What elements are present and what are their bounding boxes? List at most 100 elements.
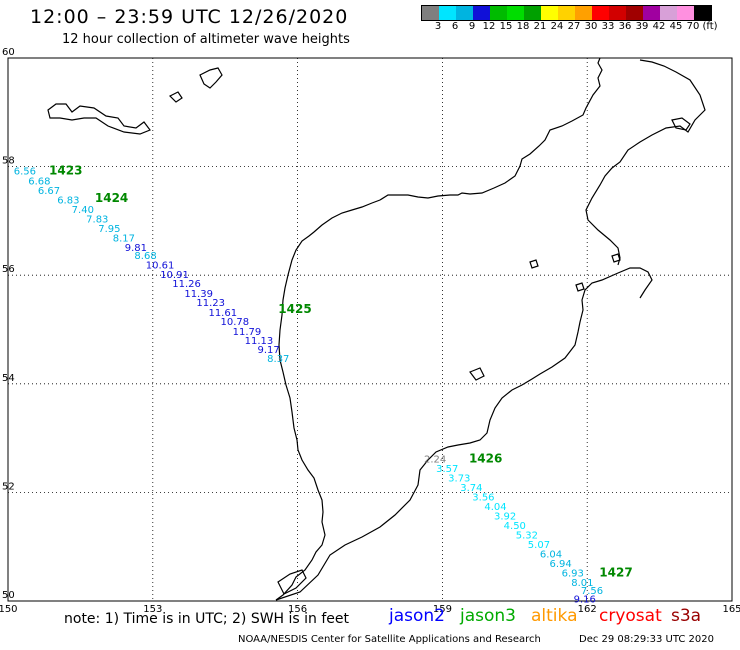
scale-swatch xyxy=(422,6,439,20)
lon-tick-label: 153 xyxy=(143,604,162,615)
island-northeast xyxy=(671,117,691,131)
mission-jason3: jason3 xyxy=(460,606,516,626)
wave-height-label: 3.74 xyxy=(460,483,482,494)
wave-height-label: 8.68 xyxy=(134,251,156,262)
kamchatka-northeast-coast xyxy=(585,59,706,266)
scale-swatch xyxy=(575,6,592,20)
lat-tick-label: 50 xyxy=(2,590,15,601)
page-subtitle: 12 hour collection of altimeter wave hei… xyxy=(62,32,350,47)
scale-swatch xyxy=(592,6,609,20)
scale-label: 39 xyxy=(635,21,649,32)
wave-height-label: 2.24 xyxy=(424,455,446,466)
scale-swatch xyxy=(643,6,660,20)
mission-s3a: s3a xyxy=(671,606,702,626)
scale-swatch xyxy=(660,6,677,20)
wave-height-label: 4.50 xyxy=(504,521,526,532)
wave-height-label: 8.01 xyxy=(571,578,593,589)
wave-height-label: 9.81 xyxy=(125,243,147,254)
wave-height-label: 6.93 xyxy=(562,569,584,580)
scale-label: 33 xyxy=(601,21,615,32)
wave-height-label: 11.26 xyxy=(172,279,201,290)
island-east-small-1 xyxy=(529,259,539,269)
wave-height-label: 11.13 xyxy=(245,336,274,347)
scale-label: 70 xyxy=(686,21,700,32)
wave-height-label: 3.73 xyxy=(448,474,470,485)
scale-swatch xyxy=(694,6,711,20)
lon-tick-label: 150 xyxy=(0,604,18,615)
scale-swatch xyxy=(626,6,643,20)
island-east-coast-1 xyxy=(469,367,485,381)
wave-height-label: 11.23 xyxy=(196,298,225,309)
track-id-label: 1423 xyxy=(49,164,82,178)
scale-swatch xyxy=(473,6,490,20)
scale-label: 15 xyxy=(499,21,513,32)
island-east-small-2 xyxy=(611,253,621,263)
wave-height-label: 7.95 xyxy=(98,224,120,235)
wave-height-label: 5.07 xyxy=(528,540,550,551)
wave-height-label: 4.04 xyxy=(484,502,506,513)
scale-label: 9 xyxy=(468,21,476,32)
island-southwest xyxy=(277,569,307,595)
scale-label: 24 xyxy=(550,21,564,32)
kamchatka-east-coast xyxy=(275,267,653,601)
mission-cryosat: cryosat xyxy=(599,606,662,626)
track-id-label: 1427 xyxy=(599,566,632,580)
track-id-label: 1424 xyxy=(95,191,128,205)
scale-label: 18 xyxy=(516,21,530,32)
scale-label: 30 xyxy=(584,21,598,32)
scale-label: 42 xyxy=(652,21,666,32)
lon-tick-label: 156 xyxy=(288,604,307,615)
lat-tick-label: 54 xyxy=(2,373,15,384)
wave-height-label: 10.61 xyxy=(146,261,175,272)
scale-swatch xyxy=(677,6,694,20)
scale-label: 21 xyxy=(533,21,547,32)
wave-height-label: 11.39 xyxy=(184,289,213,300)
wave-height-label: 3.56 xyxy=(472,493,494,504)
wave-height-scale-labels: 3 6 9 12 15 18 21 24 27 30 33 36 39 42 45 70 (ft) xyxy=(421,21,740,35)
lat-tick-label: 56 xyxy=(2,264,15,275)
observation-labels: 6.566.686.676.837.407.837.958.179.818.68… xyxy=(14,167,603,606)
scale-swatch xyxy=(558,6,575,20)
scale-swatch xyxy=(609,6,626,20)
wave-height-label: 7.83 xyxy=(86,215,108,226)
scale-label: 6 xyxy=(451,21,459,32)
wave-height-label: 3.57 xyxy=(436,464,458,475)
scale-label: 36 xyxy=(618,21,632,32)
scale-swatch xyxy=(524,6,541,20)
wave-height-label: 5.32 xyxy=(516,531,538,542)
page-title: 12:00 – 23:59 UTC 12/26/2020 xyxy=(30,6,349,28)
scale-label: 45 xyxy=(669,21,683,32)
scale-label: (ft) xyxy=(702,21,718,32)
wave-height-label: 8.17 xyxy=(113,234,135,245)
wave-height-label: 8.37 xyxy=(267,354,289,365)
wave-height-label: 7.56 xyxy=(581,586,603,597)
scale-label: 3 xyxy=(434,21,442,32)
wave-height-label: 11.79 xyxy=(233,327,262,338)
wave-height-label: 6.04 xyxy=(540,550,562,561)
lat-tick-label: 52 xyxy=(2,481,15,492)
track-id-label: 1426 xyxy=(469,452,502,466)
generated-timestamp: Dec 29 08:29:33 UTC 2020 xyxy=(579,634,714,645)
wave-height-label: 6.67 xyxy=(38,186,60,197)
scale-label: 27 xyxy=(567,21,581,32)
island-east-small-3 xyxy=(575,282,585,292)
mission-altika: altika xyxy=(531,606,578,626)
scale-swatch xyxy=(456,6,473,20)
wave-height-label: 9.16 xyxy=(574,595,596,606)
island-west-3 xyxy=(168,91,183,103)
units-note: note: 1) Time is in UTC; 2) SWH is in fe… xyxy=(64,611,350,627)
wave-height-label: 7.40 xyxy=(72,205,94,216)
wave-height-label: 6.83 xyxy=(57,196,79,207)
lon-tick-label: 162 xyxy=(578,604,597,615)
lat-lon-grid: 150 153 156 159 162 165 60 58 56 54 52 50 xyxy=(0,47,740,615)
wave-height-label: 11.61 xyxy=(208,308,237,319)
lat-tick-label: 60 xyxy=(2,47,15,58)
scale-swatch xyxy=(507,6,524,20)
wave-height-color-scale xyxy=(421,5,712,21)
wave-height-label: 9.17 xyxy=(258,345,280,356)
scale-swatch xyxy=(490,6,507,20)
lat-tick-label: 58 xyxy=(2,156,15,167)
lon-tick-label: 159 xyxy=(433,604,452,615)
map-frame xyxy=(7,57,733,602)
